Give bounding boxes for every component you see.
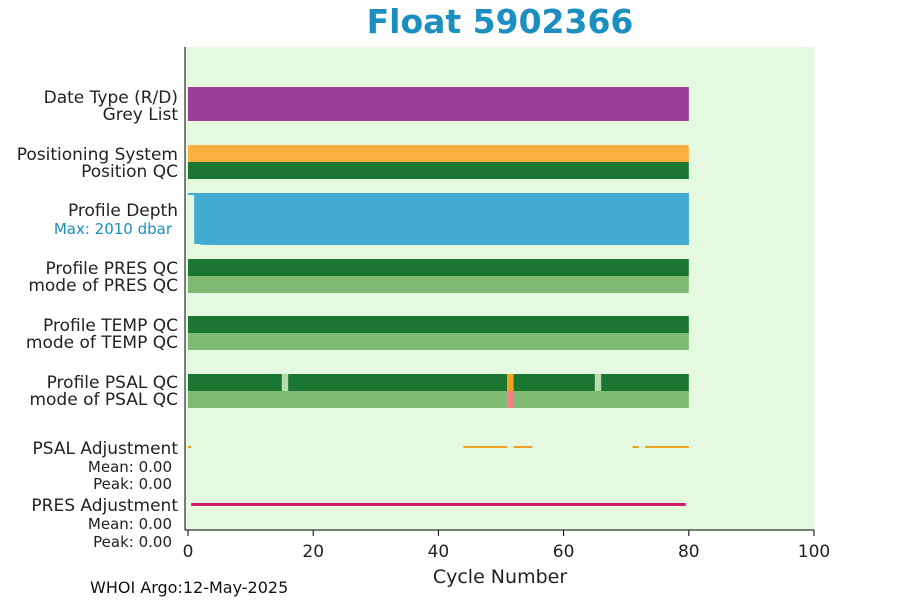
bar-row8-seg2 [288,374,508,391]
depth-bar-0 [188,193,195,195]
label-profile-temp-qc: Profile TEMP QC [43,316,178,336]
bar-row10-seg0 [188,446,192,448]
bar-row9-seg1 [507,391,514,408]
label-psal-mean: Mean: 0.00 [88,458,172,476]
bar-row0-seg0 [188,87,689,121]
bar-row8-seg6 [601,374,689,391]
bar-row8-seg3 [507,374,514,391]
depth-bar-main [219,193,689,245]
bar-row1-seg0 [188,145,689,162]
x-axis-label: Cycle Number [433,566,567,588]
bar-row7-seg0 [188,333,689,350]
bar-row8-seg0 [188,374,282,391]
label-pres-mean: Mean: 0.00 [88,515,172,533]
x-tick-label-60: 60 [553,542,575,562]
label-profile-depth: Profile Depth [68,201,178,221]
bar-row11-seg0 [191,503,686,506]
label-profile-psal-qc: Profile PSAL QC [47,373,178,393]
bar-row10-seg3 [632,446,639,448]
bar-row6-seg0 [188,316,689,333]
label-psal-peak: Peak: 0.00 [93,475,172,493]
label-mode-psal-qc: mode of PSAL QC [29,390,178,410]
label-mode-temp-qc: mode of TEMP QC [26,333,178,353]
bar-row10-seg2 [513,446,533,448]
x-tick-label-0: 0 [183,542,194,562]
bar-row9-seg0 [188,391,508,408]
bar-row10-seg1 [463,446,508,448]
x-tick-label-100: 100 [798,542,830,562]
x-tick-label-80: 80 [678,542,700,562]
label-max-depth: Max: 2010 dbar [54,220,173,238]
footer-credit: WHOI Argo:12-May-2025 [90,578,289,597]
bar-row8-seg5 [594,374,602,391]
label-mode-pres-qc: mode of PRES QC [28,276,178,296]
bar-row8-seg1 [281,374,289,391]
x-tick-label-20: 20 [302,542,324,562]
label-data-type: Date Type (R/D) [44,88,178,108]
label-position-qc: Position QC [81,162,178,182]
label-grey-list: Grey List [103,105,179,125]
bar-row8-seg4 [513,374,595,391]
label-pres-peak: Peak: 0.00 [93,533,172,551]
bar-row5-seg0 [188,276,689,293]
label-profile-pres-qc: Profile PRES QC [45,259,178,279]
bar-row4-seg0 [188,259,689,276]
bar-row2-seg0 [188,162,689,179]
bar-row9-seg2 [513,391,689,408]
label-positioning-system: Positioning System [17,145,178,165]
label-pres-adjustment: PRES Adjustment [31,496,178,516]
chart-title: Float 5902366 [366,2,634,41]
depth-bar-mid [200,193,220,244]
bar-row10-seg4 [644,446,689,448]
label-psal-adjustment: PSAL Adjustment [33,439,179,459]
x-tick-label-40: 40 [428,542,450,562]
